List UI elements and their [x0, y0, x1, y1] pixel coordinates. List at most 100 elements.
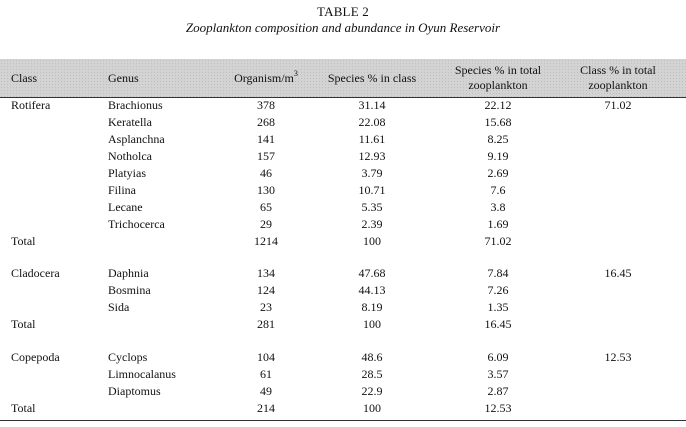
header-organism-text: Organism/m	[234, 71, 294, 85]
header-species-pct-total-line1: Species % in total	[454, 63, 542, 77]
organism-cell: 281	[257, 317, 275, 331]
genus-cell: Filina	[108, 183, 137, 197]
header-species-pct-class: Species % in class	[327, 71, 417, 85]
organism-cell: 268	[257, 115, 275, 129]
species-pct-class-cell: 22.9	[361, 384, 383, 398]
organism-cell: 157	[257, 149, 275, 163]
species-pct-total-cell: 16.45	[484, 317, 512, 331]
table-row: Trichocerca 29 2.39 1.69	[0, 216, 686, 233]
species-pct-total-cell: 22.12	[484, 98, 512, 112]
organism-cell: 134	[257, 266, 275, 280]
class-cell: Cladocera	[11, 266, 60, 280]
species-pct-total-cell: 2.69	[487, 166, 509, 180]
genus-cell: Brachionus	[108, 98, 163, 112]
genus-cell: Bosmina	[108, 283, 151, 297]
class-cell: Copepoda	[11, 350, 60, 364]
table-caption: Zooplankton composition and abundance in…	[185, 20, 501, 35]
species-pct-total-cell: 71.02	[484, 234, 512, 248]
species-pct-total-cell: 6.09	[487, 350, 509, 364]
table-row: Notholca 157 12.93 9.19	[0, 148, 686, 165]
table-row: Sida 23 8.19 1.35	[0, 299, 686, 316]
species-pct-class-cell: 44.13	[358, 283, 386, 297]
class-pct-cell: 12.53	[604, 350, 632, 364]
header-class-pct-total-line2: zooplankton	[588, 78, 648, 92]
table-row: Platyias 46 3.79 2.69	[0, 165, 686, 182]
species-pct-class-cell: 48.6	[361, 350, 383, 364]
genus-cell: Platyias	[108, 166, 146, 180]
species-pct-class-cell: 28.5	[361, 367, 383, 381]
species-pct-class-cell: 100	[363, 234, 381, 248]
table-row: Keratella 268 22.08 15.68	[0, 114, 686, 131]
species-pct-class-cell: 100	[363, 401, 381, 415]
organism-cell: 141	[257, 132, 275, 146]
organism-cell: 214	[257, 401, 275, 415]
species-pct-total-cell: 7.26	[487, 283, 509, 297]
total-label: Total	[11, 234, 36, 248]
genus-cell: Trichocerca	[108, 217, 165, 231]
table-bottom-rule	[0, 420, 686, 421]
species-pct-total-cell: 12.53	[484, 401, 512, 415]
table-row: Cladocera Daphnia 134 47.68 7.84 16.45	[0, 265, 686, 282]
table-row: Rotifera Brachionus 378 31.14 22.12 71.0…	[0, 97, 686, 114]
organism-cell: 46	[260, 166, 272, 180]
organism-cell: 61	[260, 367, 272, 381]
species-pct-class-cell: 8.19	[361, 300, 383, 314]
header-class: Class	[11, 71, 38, 85]
species-pct-total-cell: 7.6	[490, 183, 506, 197]
genus-cell: Limnocalanus	[108, 367, 176, 381]
species-pct-class-cell: 22.08	[358, 115, 386, 129]
table-label: TABLE 2	[317, 4, 369, 19]
class-pct-cell: 71.02	[604, 98, 632, 112]
species-pct-total-cell: 3.8	[490, 200, 506, 214]
species-pct-class-cell: 11.61	[358, 132, 386, 146]
table-row: Copepoda Cyclops 104 48.6 6.09 12.53	[0, 349, 686, 366]
table-row: Bosmina 124 44.13 7.26	[0, 282, 686, 299]
species-pct-total-cell: 1.35	[487, 300, 509, 314]
organism-cell: 130	[257, 183, 275, 197]
total-row: Total 281 100 16.45	[0, 316, 686, 333]
organism-cell: 29	[260, 217, 272, 231]
total-label: Total	[11, 317, 36, 331]
genus-cell: Asplanchna	[108, 132, 165, 146]
genus-cell: Notholca	[108, 149, 152, 163]
table-row: Lecane 65 5.35 3.8	[0, 199, 686, 216]
header-organism: Organism/m3	[222, 69, 310, 86]
table-row: Limnocalanus 61 28.5 3.57	[0, 366, 686, 383]
species-pct-class-cell: 3.79	[361, 166, 383, 180]
species-pct-class-cell: 12.93	[358, 149, 386, 163]
table-row: Asplanchna 141 11.61 8.25	[0, 131, 686, 148]
class-pct-cell: 16.45	[604, 266, 632, 280]
organism-cell: 1214	[254, 234, 278, 248]
species-pct-class-cell: 100	[363, 317, 381, 331]
total-label: Total	[11, 401, 36, 415]
header-species-pct-total-line2: zooplankton	[468, 78, 528, 92]
genus-cell: Lecane	[108, 200, 143, 214]
header-class-pct-total-line1: Class % in total	[580, 63, 656, 77]
species-pct-class-cell: 10.71	[358, 183, 386, 197]
header-genus: Genus	[108, 71, 139, 85]
species-pct-total-cell: 15.68	[484, 115, 512, 129]
total-row: Total 1214 100 71.02	[0, 233, 686, 250]
header-organism-superscript: 3	[293, 69, 298, 78]
genus-cell: Daphnia	[108, 266, 149, 280]
organism-cell: 23	[260, 300, 272, 314]
class-cell: Rotifera	[11, 98, 51, 112]
table-row: Diaptomus 49 22.9 2.87	[0, 383, 686, 400]
total-row: Total 214 100 12.53	[0, 400, 686, 417]
species-pct-total-cell: 2.87	[487, 384, 509, 398]
header-species-pct-total: Species % in total zooplankton	[436, 63, 560, 93]
organism-cell: 124	[257, 283, 275, 297]
species-pct-total-cell: 3.57	[487, 367, 509, 381]
genus-cell: Sida	[108, 300, 130, 314]
species-pct-total-cell: 9.19	[487, 149, 509, 163]
organism-cell: 378	[257, 98, 275, 112]
table-row: Filina 130 10.71 7.6	[0, 182, 686, 199]
genus-cell: Keratella	[108, 115, 152, 129]
species-pct-class-cell: 2.39	[361, 217, 383, 231]
organism-cell: 65	[260, 200, 272, 214]
species-pct-class-cell: 31.14	[358, 98, 386, 112]
species-pct-class-cell: 5.35	[361, 200, 383, 214]
organism-cell: 104	[257, 350, 275, 364]
species-pct-class-cell: 47.68	[358, 266, 386, 280]
table-header: Class Genus Organism/m3 Species % in cla…	[0, 59, 686, 98]
